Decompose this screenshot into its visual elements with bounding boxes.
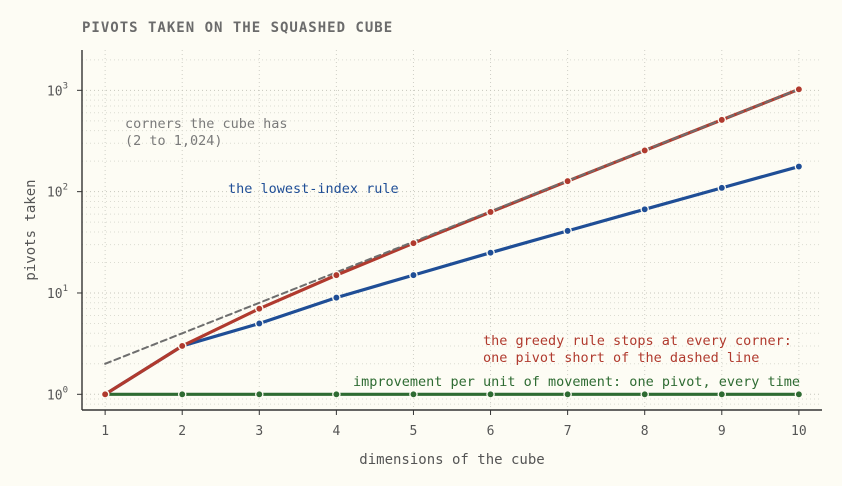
x-tick-label: 8	[641, 424, 649, 439]
data-point-lowest_index	[794, 162, 804, 171]
data-point-per_movement	[332, 390, 341, 399]
x-tick-label: 10	[791, 424, 807, 439]
data-point-lowest_index	[409, 270, 418, 280]
data-point-lowest_index	[717, 183, 727, 193]
chart-title: PIVOTS TAKEN ON THE SQUASHED CUBE	[82, 20, 393, 36]
x-axis-label: dimensions of the cube	[359, 452, 544, 468]
data-point-lowest_index	[486, 248, 495, 257]
data-point-greedy	[332, 270, 341, 280]
y-axis-label: pivots taken	[23, 179, 39, 280]
data-point-greedy	[409, 238, 418, 248]
x-tick-label: 3	[255, 424, 263, 439]
series-lines	[103, 87, 801, 396]
tick-labels: 1 2 3 4 5 6 7 8 9 10 100 101 102 103	[47, 81, 807, 439]
data-point-per_movement	[486, 390, 495, 399]
annotation-corners: corners the cube has (2 to 1,024)	[125, 116, 288, 149]
data-point-per_movement	[563, 390, 572, 399]
data-point-lowest_index	[640, 205, 649, 214]
x-tick-label: 7	[564, 424, 572, 439]
data-point-lowest_index	[332, 293, 341, 302]
data-point-per_movement	[177, 390, 187, 399]
data-point-greedy	[255, 304, 264, 313]
data-point-lowest_index	[563, 226, 572, 236]
x-tick-label: 9	[718, 424, 726, 439]
data-point-greedy	[717, 115, 727, 125]
annotation-greedy: the greedy rule stops at every corner: on…	[483, 333, 792, 366]
annotation-per-movement: improvement per unit of movement: one pi…	[353, 374, 800, 390]
data-point-per_movement	[717, 390, 727, 399]
data-point-lowest_index	[255, 319, 264, 328]
data-point-greedy	[794, 85, 804, 94]
y-tick-label: 100	[47, 385, 68, 403]
x-tick-label: 2	[178, 424, 186, 439]
data-point-greedy	[486, 207, 495, 217]
data-point-greedy	[100, 390, 110, 399]
data-points	[100, 85, 804, 399]
y-tick-label: 103	[47, 81, 68, 99]
series-annotations: corners the cube has (2 to 1,024) the lowe…	[125, 116, 800, 390]
series-line-corners	[104, 88, 800, 365]
data-point-per_movement	[409, 390, 418, 399]
axes	[77, 50, 822, 415]
x-tick-label: 5	[410, 424, 418, 439]
data-point-per_movement	[255, 390, 264, 399]
data-point-greedy	[640, 146, 649, 155]
data-point-greedy	[177, 341, 187, 351]
annotation-lowest-index: the lowest-index rule	[228, 181, 399, 197]
data-point-per_movement	[640, 390, 649, 399]
y-tick-label: 102	[47, 183, 68, 201]
data-point-greedy	[563, 176, 572, 186]
x-tick-label: 6	[487, 424, 495, 439]
data-point-per_movement	[794, 390, 804, 399]
x-tick-label: 1	[101, 424, 109, 439]
y-tick-label: 101	[47, 284, 68, 302]
x-tick-label: 4	[332, 424, 340, 439]
series-line-lowest_index	[103, 164, 801, 396]
